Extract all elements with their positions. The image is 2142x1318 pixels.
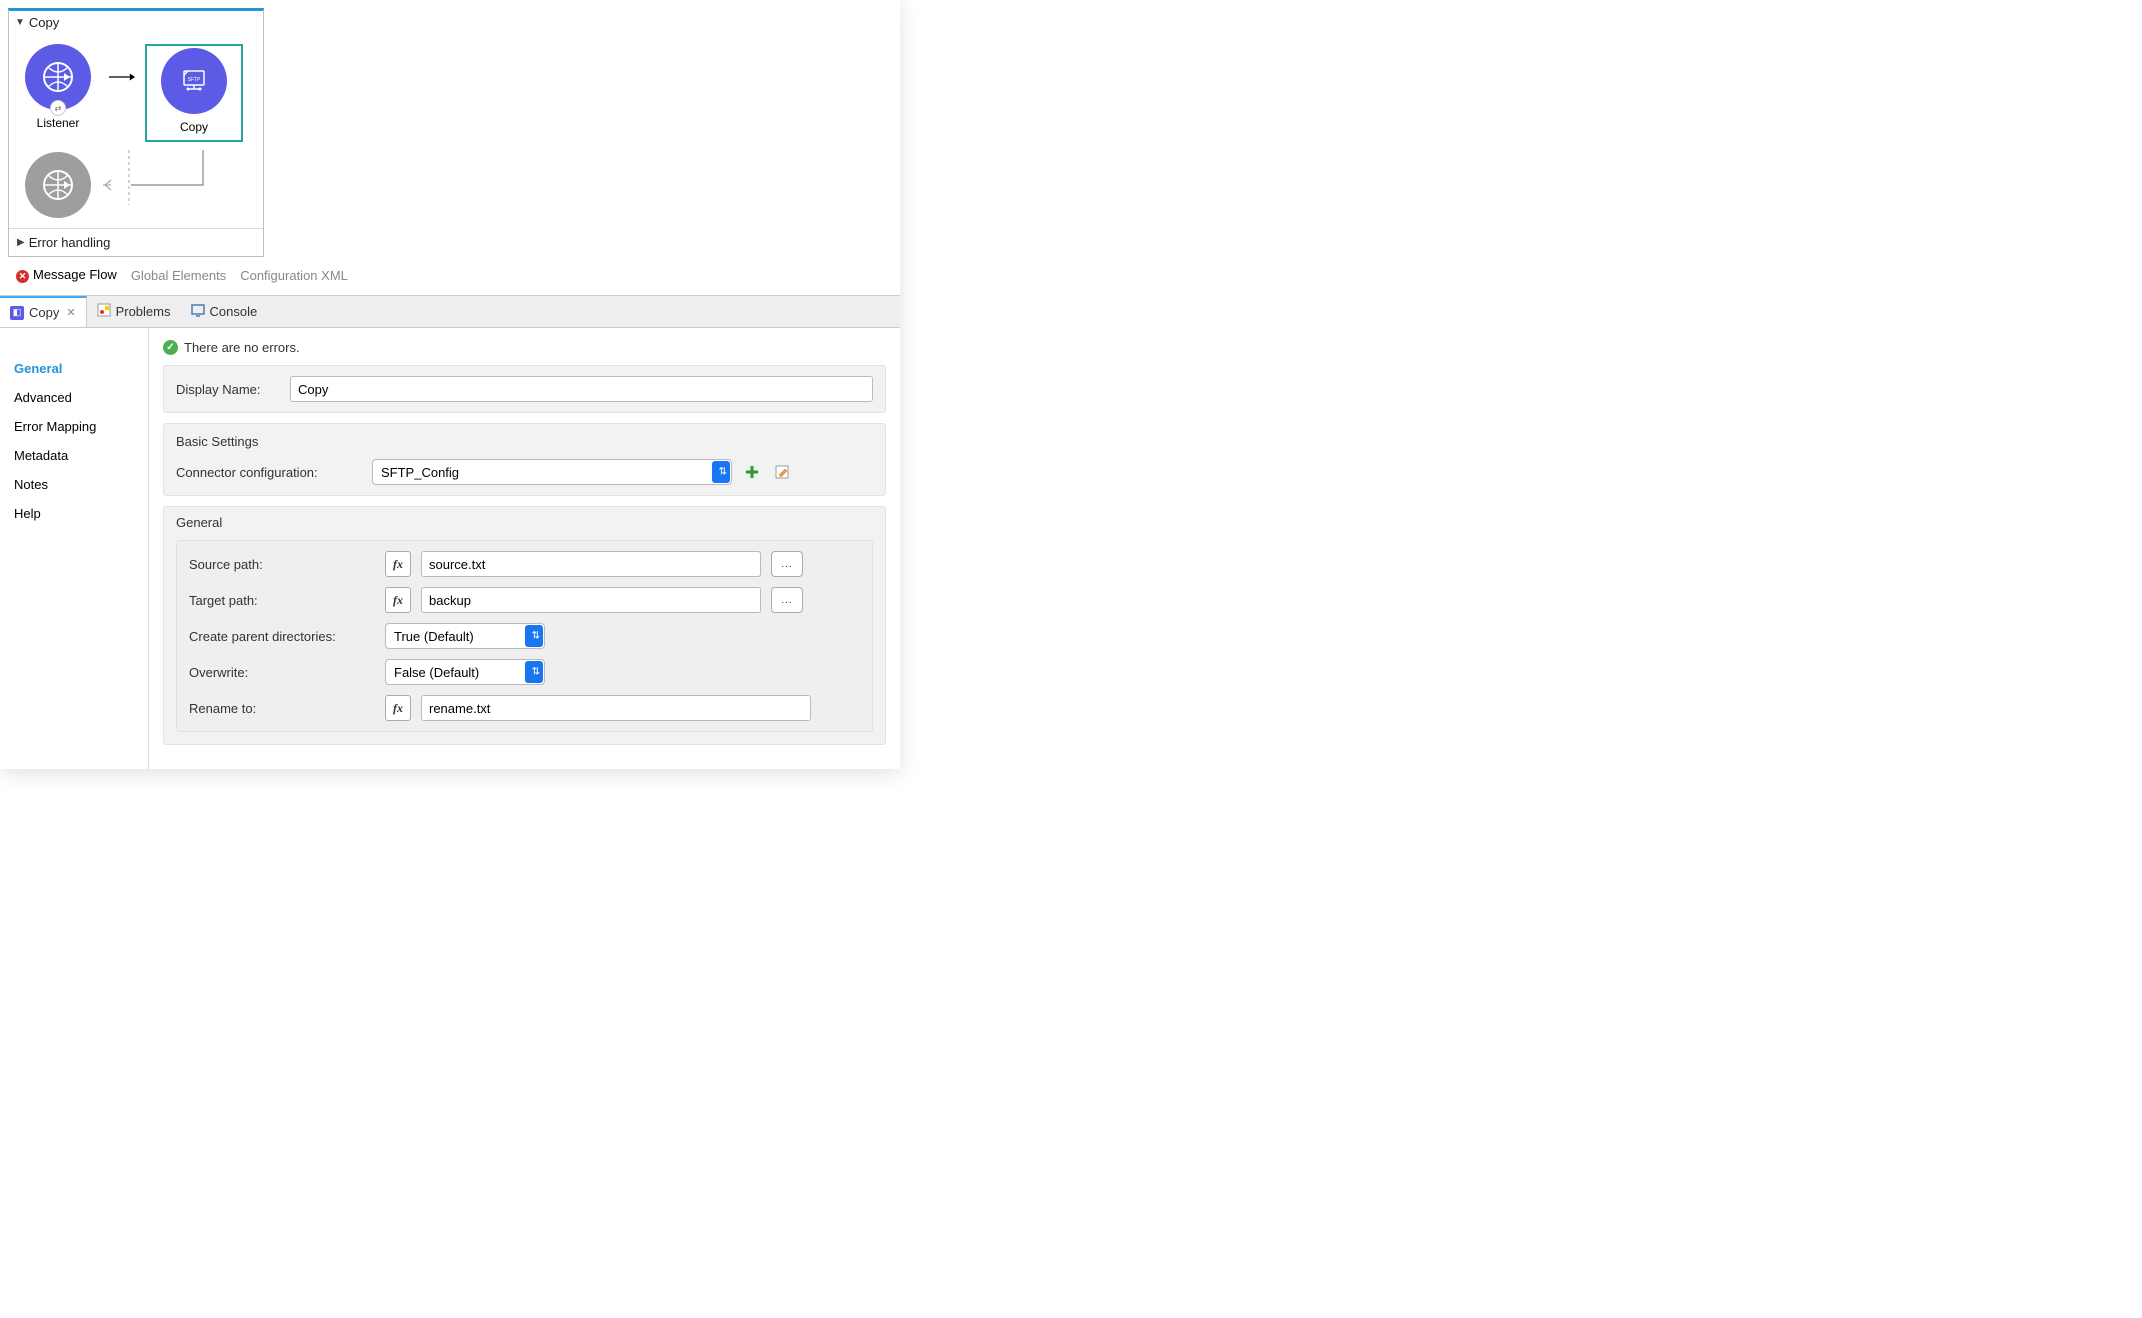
flow-header[interactable]: ▼ Copy [9, 11, 263, 34]
exchange-badge-icon: ⇄ [50, 100, 66, 116]
flow-canvas: ▼ Copy ⇄ Listener [0, 0, 900, 295]
bottom-panel-tabs: ◧ Copy ✕ Problems Console [0, 295, 900, 328]
source-path-input[interactable] [421, 551, 761, 577]
problems-icon [97, 303, 111, 320]
connector-config-select[interactable]: SFTP_Config [372, 459, 732, 485]
error-handling-label: Error handling [29, 235, 111, 250]
error-handling-section[interactable]: ▶ Error handling [9, 228, 263, 256]
sidebar-item-error-mapping[interactable]: Error Mapping [14, 412, 138, 441]
status-row: ✓ There are no errors. [163, 340, 886, 355]
rename-to-label: Rename to: [189, 701, 375, 716]
status-text: There are no errors. [184, 340, 300, 355]
display-name-label: Display Name: [176, 382, 280, 397]
fx-button-target[interactable]: fx [385, 587, 411, 613]
selected-node-outline: SFTP Copy [145, 44, 243, 142]
tab-message-flow[interactable]: ✕Message Flow [16, 267, 117, 283]
create-parent-label: Create parent directories: [189, 629, 375, 644]
node-listener[interactable]: ⇄ Listener [17, 44, 99, 130]
panel-tab-console[interactable]: Console [181, 296, 268, 327]
console-icon [191, 303, 205, 320]
display-name-input[interactable] [290, 376, 873, 402]
flow-arrow-icon [109, 44, 135, 110]
rename-to-input[interactable] [421, 695, 811, 721]
overwrite-label: Overwrite: [189, 665, 375, 680]
target-path-input[interactable] [421, 587, 761, 613]
sidebar-item-general[interactable]: General [14, 354, 138, 383]
edit-config-button[interactable] [772, 462, 792, 482]
browse-source-button[interactable]: ... [771, 551, 803, 577]
tab-configuration-xml[interactable]: Configuration XML [240, 268, 348, 283]
collapse-icon: ▼ [15, 17, 25, 28]
properties-form: ✓ There are no errors. Display Name: Bas… [148, 328, 900, 769]
close-icon[interactable]: ✕ [66, 306, 75, 319]
copy-tab-icon: ◧ [10, 306, 24, 320]
create-parent-select[interactable]: True (Default) [385, 623, 545, 649]
general-group-title: General [176, 515, 873, 530]
listener-icon: ⇄ [25, 44, 91, 110]
expand-icon: ▶ [17, 237, 25, 248]
node-error-handler[interactable] [17, 152, 99, 218]
flow-title: Copy [29, 15, 59, 30]
tab-global-elements[interactable]: Global Elements [131, 268, 226, 283]
sidebar-item-help[interactable]: Help [14, 499, 138, 528]
target-path-label: Target path: [189, 593, 375, 608]
connector-config-label: Connector configuration: [176, 465, 362, 480]
ok-icon: ✓ [163, 340, 178, 355]
fx-button-rename[interactable]: fx [385, 695, 411, 721]
node-listener-label: Listener [37, 116, 80, 130]
sidebar-item-metadata[interactable]: Metadata [14, 441, 138, 470]
sidebar-item-advanced[interactable]: Advanced [14, 383, 138, 412]
error-badge-icon: ✕ [16, 270, 29, 283]
svg-text:SFTP: SFTP [188, 77, 201, 83]
editor-tabs: ✕Message Flow Global Elements Configurat… [8, 257, 892, 295]
source-path-label: Source path: [189, 557, 375, 572]
add-config-button[interactable] [742, 462, 762, 482]
sftp-icon: SFTP [161, 48, 227, 114]
overwrite-select[interactable]: False (Default) [385, 659, 545, 685]
browse-target-button[interactable]: ... [771, 587, 803, 613]
fx-button-source[interactable]: fx [385, 551, 411, 577]
sidebar-item-notes[interactable]: Notes [14, 470, 138, 499]
basic-settings-title: Basic Settings [176, 434, 873, 449]
properties-sidebar: General Advanced Error Mapping Metadata … [0, 328, 148, 769]
panel-tab-copy[interactable]: ◧ Copy ✕ [0, 296, 87, 327]
panel-tab-problems[interactable]: Problems [87, 296, 181, 327]
node-copy-label: Copy [180, 120, 208, 134]
node-copy[interactable]: SFTP Copy [153, 48, 235, 134]
flow-container: ▼ Copy ⇄ Listener [8, 8, 264, 257]
globe-icon [25, 152, 91, 218]
connector-path-icon [103, 150, 233, 220]
